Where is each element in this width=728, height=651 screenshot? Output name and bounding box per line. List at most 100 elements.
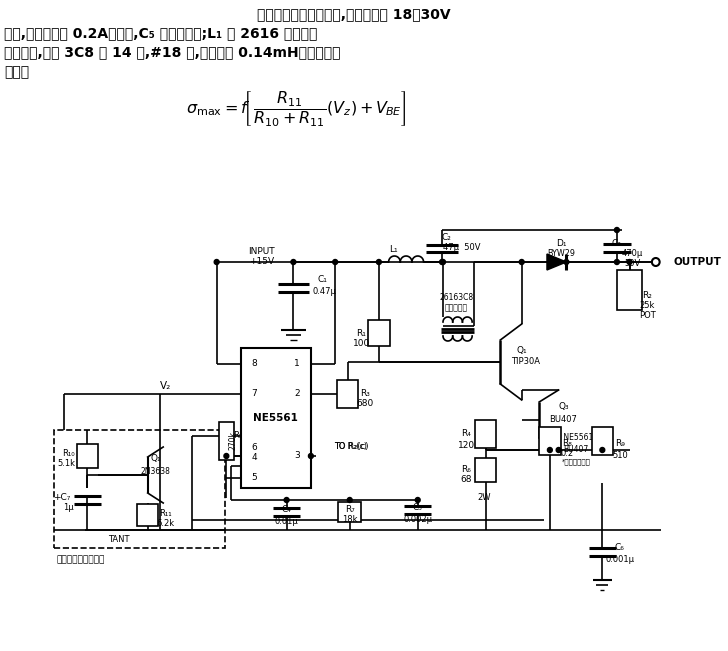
Text: $\sigma_{\mathrm{max}}=f\!\left[\,\dfrac{R_{11}}{R_{10}+R_{11}}(V_z)+V_{\!BE}\ri: $\sigma_{\mathrm{max}}=f\!\left[\,\dfrac…	[186, 89, 406, 128]
Text: 120: 120	[458, 441, 475, 449]
Text: 4: 4	[252, 454, 257, 462]
Text: 1μ: 1μ	[63, 503, 74, 512]
Text: TO R₂(c): TO R₂(c)	[334, 441, 368, 450]
Text: +15V: +15V	[249, 258, 274, 266]
Text: 磁芯绕制,线圈 3C8 为 14 匝,#18 线,电感量为 0.14mH。最大占空: 磁芯绕制,线圈 3C8 为 14 匝,#18 线,电感量为 0.14mH。最大占…	[4, 45, 341, 59]
Circle shape	[614, 260, 620, 264]
Text: C₃: C₃	[612, 240, 622, 249]
Text: 8: 8	[252, 359, 258, 368]
Circle shape	[600, 447, 605, 452]
Text: Q₁: Q₁	[150, 454, 161, 464]
Text: 18k: 18k	[342, 516, 357, 525]
Bar	[539, 427, 561, 455]
Text: R₁₁: R₁₁	[159, 508, 172, 518]
Text: +C₇: +C₇	[53, 493, 71, 501]
Text: V₂: V₂	[159, 381, 171, 391]
Text: R₆: R₆	[462, 465, 471, 475]
Bar	[475, 458, 496, 482]
Circle shape	[652, 258, 660, 266]
Circle shape	[224, 454, 229, 458]
Text: To NE5561: To NE5561	[553, 434, 593, 443]
Text: 47μ  50V: 47μ 50V	[443, 243, 480, 253]
Text: R₃: R₃	[360, 389, 371, 398]
Text: Q₃: Q₃	[558, 402, 569, 411]
Circle shape	[440, 260, 446, 264]
Bar	[338, 502, 361, 522]
Text: 6: 6	[252, 443, 258, 452]
Bar	[475, 420, 496, 448]
Text: R₅: R₅	[234, 430, 242, 439]
Circle shape	[284, 497, 289, 503]
Circle shape	[347, 497, 352, 503]
Text: 5.1k: 5.1k	[57, 460, 75, 469]
Text: 2: 2	[294, 389, 300, 398]
Text: 100: 100	[353, 340, 370, 348]
Text: 680: 680	[357, 400, 374, 408]
Text: TO R₂(c): TO R₂(c)	[334, 441, 367, 450]
Text: Q₁: Q₁	[516, 346, 527, 355]
Bar	[137, 504, 159, 526]
Text: OUTPUT: OUTPUT	[673, 257, 721, 267]
Text: R₇: R₇	[345, 505, 355, 514]
Text: INPUT: INPUT	[248, 247, 274, 256]
Text: 0.01μ: 0.01μ	[274, 518, 298, 527]
Text: R₈: R₈	[563, 439, 572, 447]
Bar	[218, 422, 234, 460]
Circle shape	[547, 447, 553, 452]
Circle shape	[627, 260, 632, 264]
Text: 慢启动和占空比限制: 慢启动和占空比限制	[56, 555, 105, 564]
Text: 270k: 270k	[229, 430, 237, 449]
Bar	[617, 270, 642, 310]
Text: R₉: R₉	[615, 439, 625, 447]
Circle shape	[333, 260, 338, 264]
Circle shape	[309, 454, 313, 458]
Text: 3: 3	[294, 452, 300, 460]
Text: 2N3638: 2N3638	[141, 467, 170, 475]
Text: R₂: R₂	[642, 290, 652, 299]
Text: POT: POT	[638, 311, 655, 320]
Text: 470μ: 470μ	[622, 249, 643, 258]
Text: 2W: 2W	[477, 493, 491, 503]
Circle shape	[556, 447, 561, 452]
Text: 0.001μ: 0.001μ	[605, 555, 634, 564]
Bar	[76, 444, 98, 468]
Text: 6.2k: 6.2k	[156, 519, 174, 529]
Text: TIP30A: TIP30A	[511, 357, 540, 367]
Text: 0.002μ: 0.002μ	[403, 516, 432, 525]
Text: C₅: C₅	[413, 503, 423, 512]
Text: 25k: 25k	[639, 301, 654, 311]
Text: 铁氧体磁芯: 铁氧体磁芯	[445, 303, 468, 312]
Circle shape	[415, 497, 420, 503]
Text: 5: 5	[252, 473, 258, 482]
Text: BYW29: BYW29	[547, 249, 576, 258]
Text: 510: 510	[612, 450, 628, 460]
Text: 0.2: 0.2	[561, 449, 574, 458]
Text: 它用于伺服仪表操作台,输出电压为 18～30V: 它用于伺服仪表操作台,输出电压为 18～30V	[257, 7, 451, 21]
Text: 50V: 50V	[625, 260, 641, 268]
Text: R₄: R₄	[462, 430, 471, 439]
Text: *大电池公共端: *大电池公共端	[562, 459, 590, 465]
Text: C₁: C₁	[317, 275, 328, 284]
Circle shape	[291, 260, 296, 264]
Circle shape	[214, 260, 219, 264]
Text: BU407: BU407	[550, 415, 577, 424]
Bar	[241, 348, 311, 488]
Text: TANT: TANT	[108, 536, 130, 544]
Text: L₁: L₁	[389, 245, 397, 255]
Text: 1: 1	[294, 359, 300, 368]
Text: 68: 68	[461, 475, 472, 484]
Bar	[55, 430, 226, 548]
Text: 比为：: 比为：	[4, 65, 29, 79]
Text: R₁₀: R₁₀	[62, 449, 74, 458]
Text: BU407: BU407	[563, 445, 589, 454]
Text: C₂: C₂	[442, 232, 452, 242]
Text: R₁: R₁	[357, 329, 366, 339]
Circle shape	[519, 260, 524, 264]
Bar	[337, 380, 358, 408]
Circle shape	[440, 260, 445, 264]
Text: C₆: C₆	[615, 544, 625, 553]
Text: 可变,额定电流为 0.2A。图中,C₅ 为定时电容;L₁ 为 2616 型铁氧体: 可变,额定电流为 0.2A。图中,C₅ 为定时电容;L₁ 为 2616 型铁氧体	[4, 26, 317, 40]
Text: 7: 7	[252, 389, 258, 398]
Bar	[368, 320, 389, 346]
Circle shape	[376, 260, 381, 264]
